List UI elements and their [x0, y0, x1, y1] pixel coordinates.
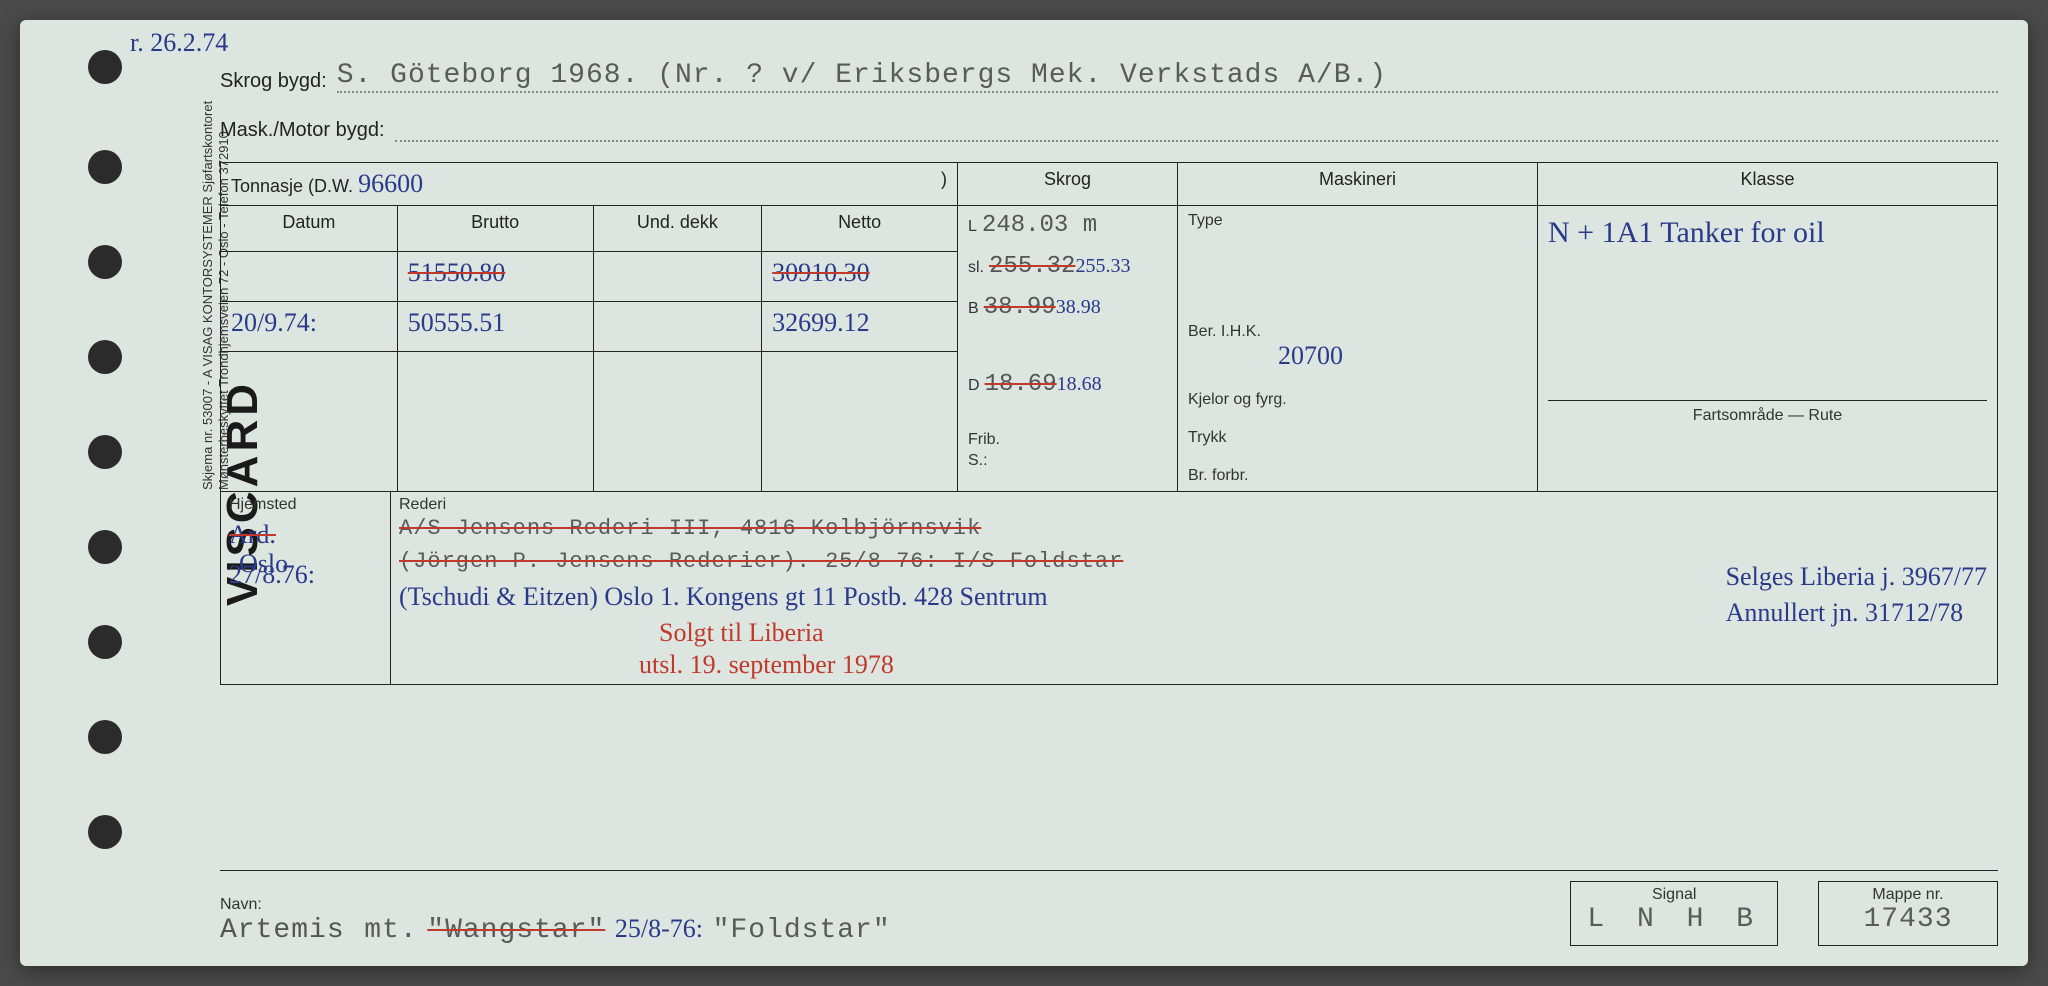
- sl-label: sl.: [968, 259, 984, 276]
- sl-val: 255.33: [1075, 255, 1130, 277]
- sl-struck: 255.32: [989, 253, 1075, 280]
- ber-label: Ber. I.H.K.: [1188, 323, 1261, 340]
- signal-box: Signal L N H B: [1570, 881, 1778, 946]
- col-und: Und. dekk: [593, 206, 762, 252]
- D-val: 18.68: [1057, 373, 1102, 395]
- L-val: 248.03 m: [982, 212, 1097, 239]
- br-label: Br. forbr.: [1188, 467, 1527, 485]
- punch-hole: [88, 50, 122, 84]
- farts-label: Fartsområde — Rute: [1548, 400, 1987, 425]
- klasse-header: Klasse: [1538, 163, 1998, 206]
- kjelor-label: Kjelor og fyrg.: [1188, 391, 1527, 409]
- skrog-header: Skrog: [958, 163, 1178, 206]
- record-card: VISCARD Skjema nr. 53007 - A VISAG KONTO…: [20, 20, 2028, 966]
- wangstar: "Wangstar": [427, 915, 605, 946]
- punch-hole: [88, 815, 122, 849]
- netto-2: 32699.12: [772, 308, 870, 337]
- punch-hole: [88, 720, 122, 754]
- dw-value: 96600: [358, 169, 423, 198]
- skrog-bygd-label: Skrog bygd:: [220, 70, 327, 93]
- rederi-label: Rederi: [399, 496, 1989, 514]
- motor-bygd-value: [395, 120, 1998, 142]
- punch-hole: [88, 625, 122, 659]
- tonnasje-label: Tonnasje (D.W.: [231, 176, 353, 196]
- name-date: 25/8-76:: [615, 914, 703, 943]
- content-area: r. 26.2.74 Skrog bygd: S. Göteborg 1968.…: [220, 40, 1998, 946]
- netto-1: 30910.30: [772, 258, 870, 287]
- datum-2: 20/9.74:: [231, 308, 317, 337]
- col-brutto: Brutto: [397, 206, 593, 252]
- mappe-label: Mappe nr.: [1835, 886, 1981, 904]
- type-label: Type: [1188, 212, 1527, 230]
- col-datum: Datum: [221, 206, 398, 252]
- D-label: D: [968, 377, 980, 394]
- signal-val: L N H B: [1587, 904, 1761, 935]
- brutto-2: 50555.51: [408, 308, 506, 337]
- rederi-line5: utsl. 19. september 1978: [639, 650, 1989, 680]
- L-label: L: [968, 218, 977, 235]
- mt: mt.: [364, 915, 417, 946]
- rederi-line2: (Jörgen P. Jensens Rederier). 25/8-76: I…: [399, 549, 1123, 574]
- punch-hole: [88, 530, 122, 564]
- bottom-strip: Navn: Artemis mt. "Wangstar" 25/8-76: "F…: [220, 870, 1998, 946]
- mappe-val: 17433: [1835, 904, 1981, 935]
- artemis: Artemis: [220, 915, 345, 946]
- navn-label: Navn:: [220, 896, 262, 913]
- D-struck: 18.69: [985, 371, 1057, 398]
- klasse-val: N + 1A1 Tanker for oil: [1548, 216, 1987, 250]
- punch-hole: [88, 245, 122, 279]
- B-label: B: [968, 300, 979, 317]
- col-netto: Netto: [762, 206, 958, 252]
- right-note-1: Selges Liberia j. 3967/77: [1726, 562, 1987, 592]
- B-struck: 38.99: [984, 294, 1056, 321]
- hjemsted-label: Hjemsted: [229, 496, 382, 514]
- ber-val: 20700: [1278, 341, 1343, 370]
- skrog-bygd-value: S. Göteborg 1968. (Nr. ? v/ Eriksbergs M…: [337, 60, 1998, 93]
- side-meta-1: Skjema nr. 53007 - A VISAG KONTORSYSTEME…: [200, 101, 215, 490]
- motor-bygd-label: Mask./Motor bygd:: [220, 119, 385, 142]
- signal-label: Signal: [1587, 886, 1761, 904]
- punch-hole: [88, 150, 122, 184]
- hjem-2: Oslo: [239, 549, 288, 579]
- maskineri-header: Maskineri: [1178, 163, 1538, 206]
- trykk-label: Trykk: [1188, 429, 1527, 447]
- punch-hole: [88, 340, 122, 374]
- main-table: Tonnasje (D.W. 96600 ) Skrog Maskineri K…: [220, 162, 1998, 685]
- right-note-2: Annullert jn. 31712/78: [1726, 598, 1987, 628]
- hjem-1: Ard.: [229, 520, 382, 550]
- rederi-line1: A/S Jensens Rederi III, 4816 Kolbjörnsvi…: [399, 516, 1989, 541]
- S-label: S.:: [968, 452, 988, 469]
- foldstar: "Foldstar": [713, 915, 891, 946]
- top-corner-note: r. 26.2.74: [130, 28, 228, 58]
- punch-hole: [88, 435, 122, 469]
- mappe-box: Mappe nr. 17433: [1818, 881, 1998, 946]
- B-val: 38.98: [1056, 296, 1101, 318]
- frib-label: Frib.: [968, 431, 1000, 448]
- brutto-1: 51550.80: [408, 258, 506, 287]
